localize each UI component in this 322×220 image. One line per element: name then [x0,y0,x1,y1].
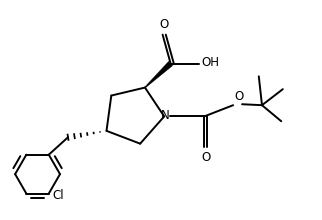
Text: O: O [234,90,244,103]
Text: Cl: Cl [52,189,64,202]
Text: O: O [201,151,211,164]
Text: O: O [160,18,169,31]
Text: N: N [161,109,170,122]
Text: OH: OH [201,56,219,69]
Polygon shape [145,61,173,88]
